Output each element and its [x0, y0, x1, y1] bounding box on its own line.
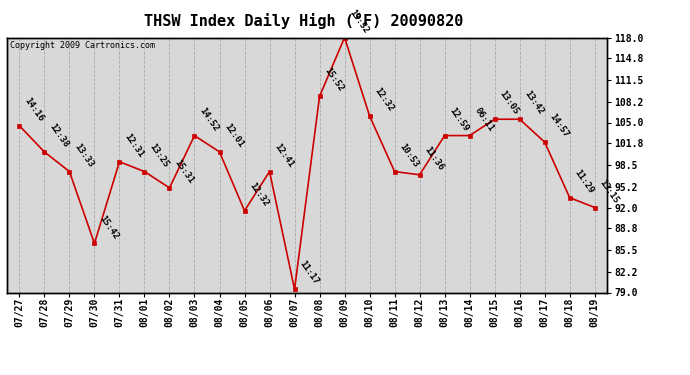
Text: 13:25: 13:25 [147, 142, 170, 169]
Text: 12:32: 12:32 [373, 86, 395, 113]
Text: 12:01: 12:01 [222, 122, 245, 149]
Text: 12:59: 12:59 [447, 106, 470, 133]
Text: 12:31: 12:31 [122, 132, 145, 159]
Text: 12:38: 12:38 [47, 122, 70, 149]
Text: 12:41: 12:41 [273, 142, 295, 169]
Text: 13:15: 13:15 [598, 177, 620, 205]
Text: 14:52: 14:52 [197, 106, 220, 133]
Text: 11:29: 11:29 [573, 168, 595, 195]
Text: 15:52: 15:52 [322, 66, 345, 94]
Text: 13:42: 13:42 [522, 89, 545, 117]
Text: THSW Index Daily High (°F) 20090820: THSW Index Daily High (°F) 20090820 [144, 13, 463, 29]
Text: 12:32: 12:32 [247, 181, 270, 208]
Text: 13:05: 13:05 [497, 89, 520, 117]
Text: 15:31: 15:31 [172, 158, 195, 185]
Text: 14:16: 14:16 [22, 96, 45, 123]
Text: 11:36: 11:36 [422, 145, 445, 172]
Text: 11:17: 11:17 [297, 259, 320, 286]
Text: Copyright 2009 Cartronics.com: Copyright 2009 Cartronics.com [10, 41, 155, 50]
Text: 13:52: 13:52 [347, 8, 370, 35]
Text: 10:53: 10:53 [397, 142, 420, 169]
Text: 13:33: 13:33 [72, 142, 95, 169]
Text: 14:57: 14:57 [547, 112, 570, 140]
Text: 15:42: 15:42 [97, 213, 120, 241]
Text: 06:11: 06:11 [473, 106, 495, 133]
